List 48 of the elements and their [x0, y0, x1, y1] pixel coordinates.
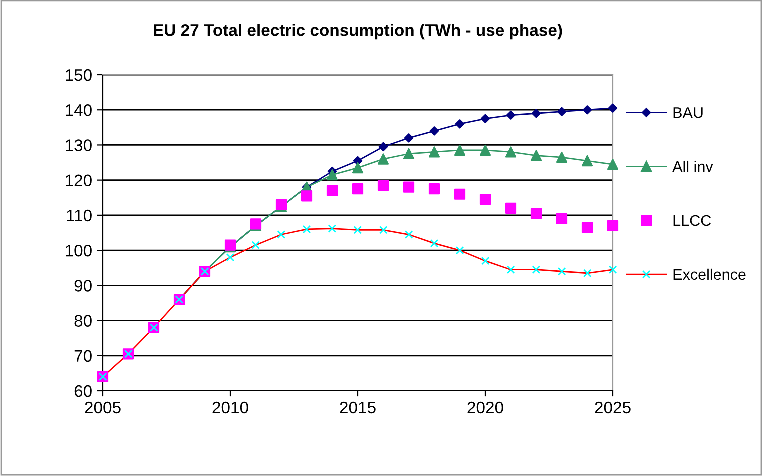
point [326, 170, 338, 181]
point [302, 225, 312, 234]
x-tick-label: 2020 [468, 402, 504, 414]
y-tick-label: 110 [67, 210, 92, 222]
point [456, 246, 464, 255]
point [582, 155, 594, 167]
point [558, 267, 566, 276]
y-tick-label: 60 [74, 385, 92, 398]
legend-label: BAU [674, 108, 703, 118]
legend-label: Excellence [674, 268, 746, 280]
x-tick-label: 2010 [212, 402, 248, 414]
chart-title: EU 27 Total electric consumption (TWh - use phase) [154, 24, 562, 40]
point [530, 150, 542, 162]
x-tick-label: 2025 [595, 402, 631, 414]
point [607, 158, 619, 170]
point [481, 256, 490, 266]
point [532, 266, 541, 274]
y-tick-label: 120 [66, 174, 92, 187]
point [403, 148, 415, 160]
y-tick-label: 140 [66, 104, 92, 116]
point [608, 266, 618, 274]
point [583, 269, 592, 278]
point [277, 230, 286, 239]
x-tick-label: 2015 [340, 402, 376, 414]
y-tick-label: 70 [74, 350, 92, 362]
point [252, 241, 260, 250]
point [352, 162, 364, 174]
y-tick-label: 150 [66, 69, 92, 82]
legend-label: LLCC [674, 215, 712, 226]
point [506, 266, 516, 274]
point [480, 144, 492, 156]
legend-label: All inv [672, 160, 714, 172]
point [379, 226, 388, 234]
y-tick-label: 100 [66, 244, 92, 257]
point [378, 154, 390, 165]
y-tick-label: 90 [74, 280, 92, 292]
point [454, 144, 466, 156]
point [404, 230, 414, 239]
point [505, 146, 517, 158]
y-tick-label: 130 [66, 140, 92, 152]
point [428, 146, 440, 158]
point [354, 226, 362, 234]
x-tick-label: 2005 [85, 402, 121, 414]
point [328, 224, 337, 233]
y-tick-label: 80 [74, 315, 92, 327]
point [556, 152, 568, 164]
point [430, 239, 439, 248]
point [226, 253, 235, 262]
